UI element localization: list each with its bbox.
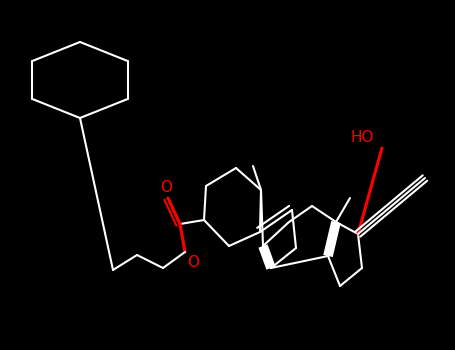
Text: O: O: [160, 180, 172, 195]
Text: O: O: [187, 255, 199, 270]
Text: HO: HO: [350, 130, 374, 145]
